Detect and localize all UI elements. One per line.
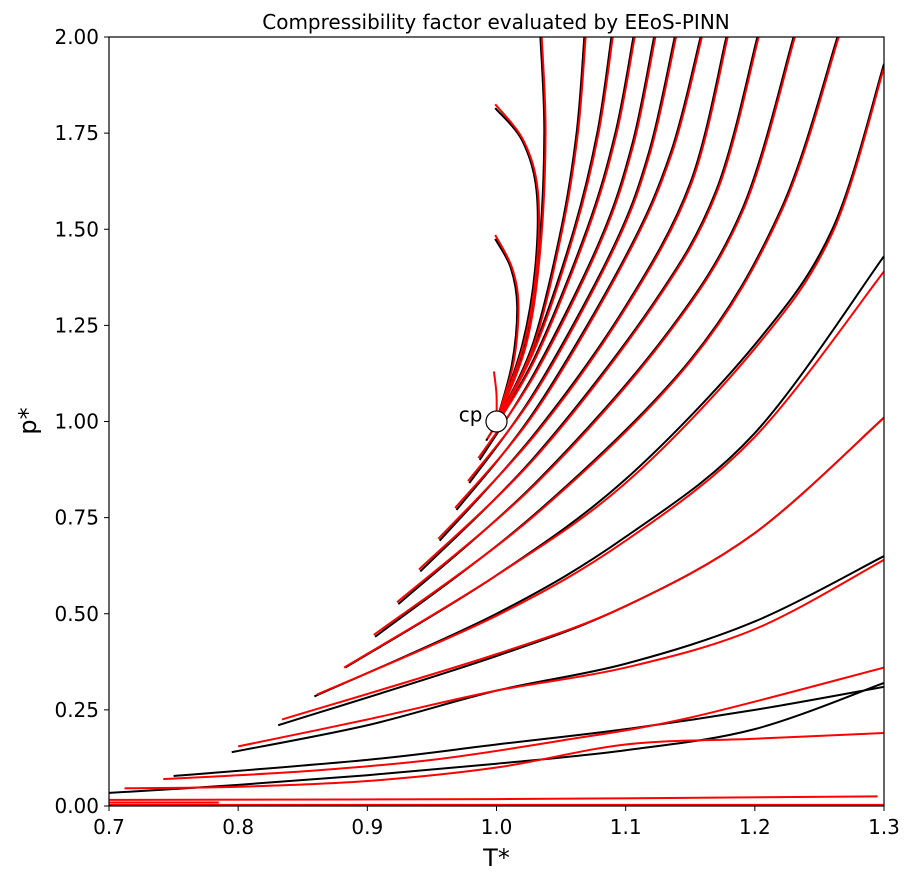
pinn-curve [109,795,878,801]
x-axis-label: T* [482,844,510,872]
pinn-curve [237,559,884,748]
reference-curve [231,555,884,754]
reference-curve [313,255,884,698]
pinn-curve [495,37,587,422]
pinn-curve [467,37,678,482]
pinn-curve [316,270,884,696]
pinn-curve [494,103,540,422]
reference-curve [173,685,884,778]
reference-curve [277,416,884,727]
pinn-curve [477,37,657,459]
pinn-curve [494,234,520,422]
x-tick-label: 0.7 [93,815,125,839]
pinn-curve [396,37,796,603]
x-tick-label: 0.9 [351,815,383,839]
x-tick-label: 0.8 [222,815,254,839]
x-tick-label: 1.3 [868,815,900,839]
pinn-curve [373,37,840,636]
pinn-curve [163,666,884,781]
pinn-curve [486,37,636,440]
y-tick-label: 1.75 [54,121,99,145]
pinn-curve [418,37,760,571]
pinn-curve [343,67,884,669]
pinn-curve [454,37,703,509]
chart-title: Compressibility factor evaluated by EEoS… [262,10,730,34]
critical-point-circle [485,410,508,433]
x-tick-label: 1.0 [481,815,513,839]
y-tick-label: 1.00 [54,410,99,434]
critical-point-label: cp [459,403,483,427]
reference-curve [109,682,884,794]
x-axis: 0.7 0.8 0.9 1.0 1.1 1.2 1.3 [93,806,900,839]
y-tick-label: 0.00 [54,794,99,818]
y-tick-label: 1.25 [54,313,99,337]
y-axis-label: p* [14,407,42,434]
y-tick-label: 0.50 [54,602,99,626]
y-axis: 0.00 0.25 0.50 0.75 1.00 1.25 1.50 1.75 2.00 [54,25,109,818]
pinn-series [109,37,884,806]
critical-point-marker: cp [459,403,508,433]
y-tick-label: 0.75 [54,506,99,530]
x-tick-label: 1.2 [739,815,771,839]
y-tick-label: 0.25 [54,698,99,722]
x-tick-label: 1.1 [610,815,642,839]
pinn-curve [124,731,884,790]
y-tick-label: 2.00 [54,25,99,49]
pinn-curve [494,37,614,428]
y-tick-label: 1.50 [54,217,99,241]
pinn-curve [437,37,729,540]
pinn-curve [495,37,547,422]
pinn-curve [281,416,884,721]
